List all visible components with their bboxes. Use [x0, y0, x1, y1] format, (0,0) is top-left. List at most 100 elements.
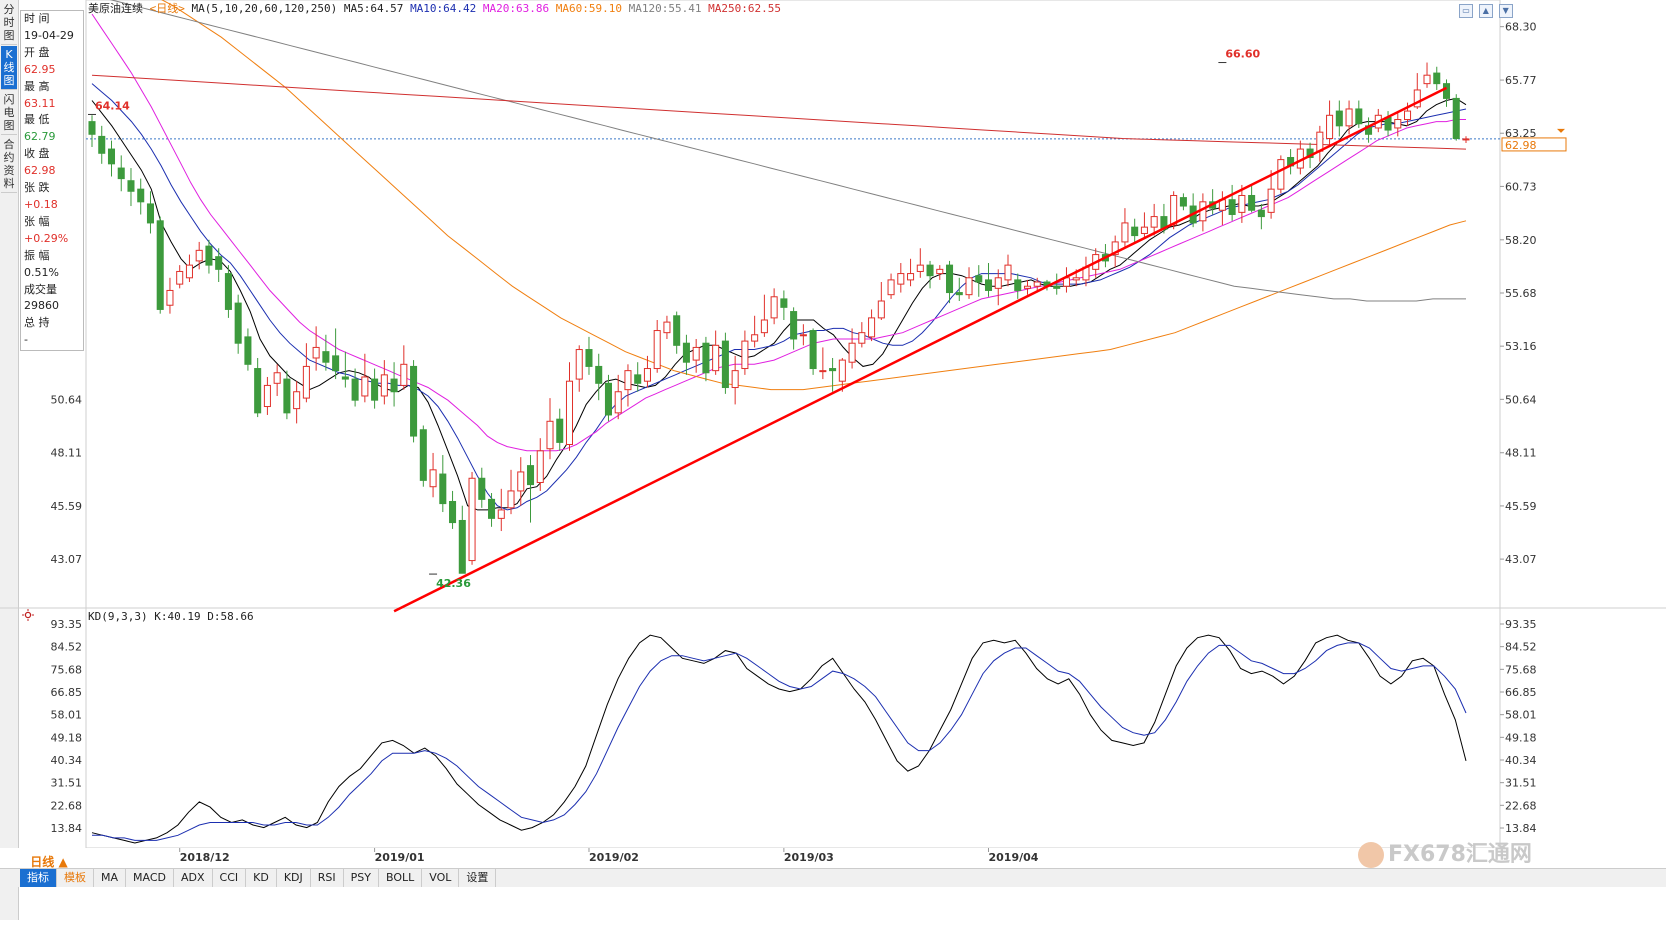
- candle: [663, 315, 671, 339]
- candle-body: [575, 349, 583, 380]
- bottom-tab-10[interactable]: BOLL: [379, 869, 423, 887]
- candle-body: [1150, 216, 1158, 228]
- candle: [312, 326, 320, 371]
- candle-body: [1014, 279, 1022, 291]
- candle: [390, 362, 398, 407]
- info-panel: 时 间 19-04-29 开 盘 62.95 最 高 63.11 最 低 62.79 收 盘 62…: [20, 10, 84, 351]
- candle: [283, 370, 291, 420]
- candle-body: [790, 311, 798, 340]
- bottom-tab-11[interactable]: VOL: [422, 869, 460, 887]
- candle: [1150, 203, 1158, 236]
- candle: [829, 357, 837, 392]
- kd-tick-label-left: 40.34: [51, 754, 83, 767]
- kd-tick-label-left: 31.51: [51, 777, 83, 790]
- candle: [458, 505, 466, 574]
- candle: [1179, 193, 1187, 211]
- candle-body: [380, 374, 388, 397]
- candle-body: [692, 346, 700, 361]
- kd-tick-label-left: 66.85: [51, 686, 83, 699]
- candle: [614, 374, 622, 420]
- candle: [536, 438, 544, 491]
- candle-body: [1004, 264, 1012, 281]
- left-tab-0[interactable]: 分时图: [1, 1, 17, 45]
- candle-body: [332, 355, 340, 372]
- candle-body: [215, 256, 223, 270]
- candle: [702, 336, 710, 382]
- settings-sun-icon[interactable]: [22, 609, 34, 621]
- info-low-label: 最 低: [24, 113, 50, 127]
- candle: [741, 330, 749, 375]
- candle-body: [604, 382, 612, 416]
- kd-tick-label-left: 84.52: [51, 641, 83, 654]
- candle: [332, 328, 340, 380]
- candle: [439, 455, 447, 513]
- candle-body: [400, 363, 408, 386]
- candle-body: [1257, 209, 1265, 218]
- expand-up-icon[interactable]: ▲: [1478, 4, 1493, 18]
- candle-body: [390, 378, 398, 393]
- bottom-tab-2[interactable]: MA: [94, 869, 127, 887]
- kd-tick-label-left: 58.01: [51, 709, 83, 722]
- candle: [1423, 62, 1431, 88]
- candle-body: [293, 391, 301, 410]
- candle-body: [975, 275, 983, 283]
- candle: [1316, 125, 1324, 162]
- candle-body: [1131, 226, 1139, 237]
- candle-body: [341, 376, 349, 380]
- candle: [1023, 279, 1032, 295]
- bottom-tab-8[interactable]: RSI: [311, 869, 344, 887]
- candle: [858, 322, 866, 348]
- candle-body: [565, 380, 574, 446]
- info-vol-value: 29860: [24, 299, 59, 313]
- bottom-tab-7[interactable]: KDJ: [277, 869, 311, 887]
- bottom-tab-12[interactable]: 设置: [459, 869, 497, 887]
- candle-body: [1355, 108, 1363, 125]
- candle-body: [1442, 83, 1451, 99]
- candle-body: [751, 334, 759, 342]
- ma120-value: MA120:55.41: [628, 2, 702, 15]
- candle: [478, 467, 486, 508]
- candle-body: [721, 340, 729, 389]
- candle: [1189, 193, 1197, 228]
- candle: [692, 338, 700, 373]
- bottom-tab-6[interactable]: KD: [246, 869, 277, 887]
- candle-body: [478, 477, 486, 500]
- candle-body: [829, 368, 837, 372]
- restore-icon[interactable]: ▭: [1459, 4, 1473, 18]
- ma-line-ma250: [91, 74, 1467, 150]
- candle-body: [673, 315, 681, 346]
- bottom-tab-1[interactable]: 模板: [57, 869, 94, 887]
- bottom-tab-9[interactable]: PSY: [344, 869, 379, 887]
- candle-body: [682, 342, 690, 363]
- candle: [809, 328, 817, 375]
- bottom-tab-5[interactable]: CCI: [213, 869, 247, 887]
- candle-body: [146, 203, 154, 224]
- candle: [293, 381, 301, 424]
- candle-body: [429, 469, 437, 488]
- candle: [117, 155, 125, 192]
- candle-body: [458, 519, 466, 574]
- candle-body: [371, 378, 379, 401]
- candle-body: [410, 365, 418, 437]
- candle-body: [195, 249, 203, 262]
- period-selector[interactable]: 日线 ▲: [30, 855, 68, 869]
- last-price-box: [1501, 137, 1567, 152]
- candle-body: [1345, 108, 1353, 127]
- left-tab-2[interactable]: 闪电图: [1, 91, 17, 135]
- info-oi-value: -: [24, 333, 28, 347]
- candle-body: [984, 279, 993, 291]
- bottom-tab-3[interactable]: MACD: [126, 869, 174, 887]
- candle-body: [1267, 188, 1275, 213]
- candle: [819, 347, 827, 380]
- candle-body: [263, 384, 271, 408]
- bottom-tab-4[interactable]: ADX: [174, 869, 213, 887]
- bottom-tab-0[interactable]: 指标: [20, 869, 57, 887]
- candle-body: [107, 148, 116, 165]
- expand-down-icon[interactable]: ▼: [1498, 4, 1513, 18]
- ma-line-ma20: [91, 13, 1466, 452]
- candle-body: [517, 471, 525, 492]
- ma250-value: MA250:62.55: [708, 2, 781, 15]
- left-tab-3[interactable]: 合约资料: [1, 136, 17, 193]
